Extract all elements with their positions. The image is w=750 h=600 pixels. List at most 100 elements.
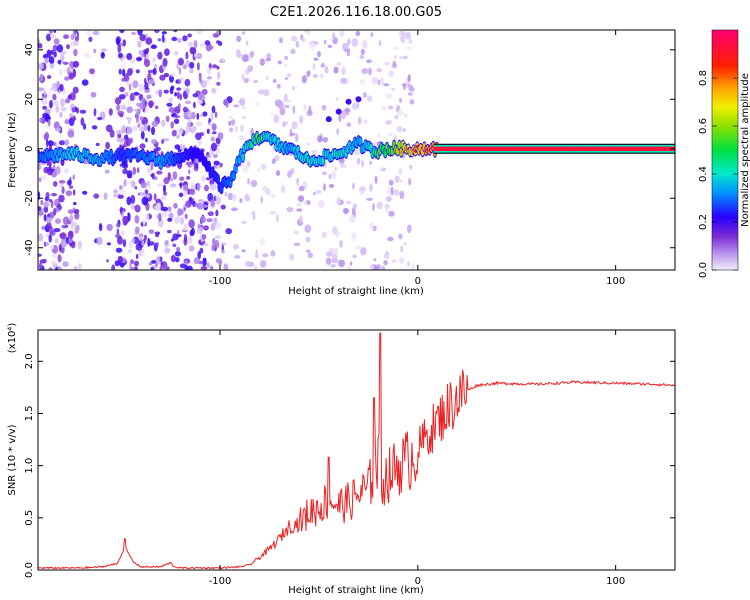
ridge-inner	[216, 174, 220, 184]
noise-blob	[41, 97, 48, 106]
noise-blob	[178, 67, 182, 75]
noise-blob	[127, 98, 131, 106]
noise-blob	[179, 183, 183, 187]
noise-blob	[331, 258, 339, 264]
noise-blob	[401, 35, 405, 44]
noise-blob	[58, 140, 66, 146]
noise-blob	[178, 192, 184, 198]
noise-blob	[121, 230, 125, 236]
noise-blob	[168, 212, 174, 219]
noise-blob	[185, 161, 192, 166]
noise-blob	[298, 185, 305, 192]
noise-blob	[247, 178, 251, 185]
noise-blob	[116, 37, 120, 46]
noise-blob	[347, 266, 352, 270]
noise-blob	[296, 178, 300, 182]
noise-blob	[69, 214, 74, 223]
noise-blob	[160, 211, 168, 218]
noise-blob	[136, 57, 142, 61]
noise-blob	[315, 189, 322, 194]
noise-blob	[189, 68, 194, 74]
noise-blob	[387, 132, 393, 136]
noise-blob	[318, 200, 325, 208]
noise-blob	[63, 168, 70, 174]
noise-blob	[179, 263, 186, 269]
noise-blob	[122, 68, 126, 77]
noise-blob	[126, 196, 132, 206]
noise-blob	[186, 236, 193, 244]
noise-blob	[253, 80, 259, 83]
noise-blob	[210, 183, 217, 191]
noise-blob	[58, 194, 65, 203]
noise-blob	[52, 93, 57, 101]
noise-blob	[238, 54, 244, 58]
noise-blob	[241, 220, 247, 224]
noise-blob	[156, 170, 163, 175]
noise-blob	[48, 30, 53, 34]
noise-blob	[146, 167, 152, 174]
noise-blob	[265, 75, 270, 81]
noise-blob	[281, 185, 286, 194]
noise-blob	[188, 41, 193, 49]
noise-blob	[396, 109, 404, 116]
noise-blob	[346, 49, 351, 57]
noise-blob	[305, 236, 311, 243]
noise-blob	[352, 182, 355, 190]
noise-blob	[377, 133, 381, 138]
noise-blob	[206, 67, 212, 75]
noise-blob	[189, 188, 196, 196]
noise-blob	[229, 115, 234, 120]
noise-blob	[136, 108, 141, 115]
noise-blob	[394, 175, 400, 184]
noise-blob	[174, 251, 181, 257]
noise-blob	[304, 224, 312, 233]
noise-blob	[233, 243, 239, 250]
noise-blob	[83, 123, 86, 130]
noise-blob	[175, 257, 180, 263]
noise-blob	[182, 190, 188, 198]
noise-blob	[135, 69, 140, 74]
spectral-ridge	[38, 130, 675, 195]
noise-blob	[204, 154, 212, 158]
noise-blob	[62, 261, 69, 267]
noise-blob	[372, 202, 375, 212]
noise-blob	[127, 173, 133, 179]
noise-blob	[339, 240, 344, 248]
noise-blob	[211, 87, 217, 94]
noise-blob	[400, 245, 403, 253]
noise-blob	[38, 87, 44, 92]
noise-blob	[380, 167, 387, 172]
noise-blob	[360, 247, 367, 256]
snr-ylabel: SNR (10 * v/v)	[7, 424, 18, 495]
noise-blob	[122, 168, 128, 175]
noise-blob	[154, 90, 160, 95]
noise-blob	[163, 191, 168, 196]
ridge-core	[399, 150, 403, 154]
noise-blob	[260, 163, 267, 170]
noise-blob	[409, 164, 413, 170]
noise-blob	[46, 49, 51, 58]
noise-blob	[64, 119, 70, 125]
noise-blob	[38, 262, 43, 270]
noise-blob	[201, 175, 206, 182]
noise-blob	[173, 115, 181, 119]
noise-blob	[38, 210, 44, 216]
noise-blob	[183, 64, 187, 70]
noise-blob	[147, 237, 151, 247]
noise-blob	[203, 243, 209, 247]
noise-blob	[250, 179, 258, 188]
noise-blob	[349, 261, 353, 266]
noise-blob	[176, 134, 180, 139]
noise-blob	[179, 93, 182, 101]
noise-blob	[122, 61, 126, 70]
noise-blob	[215, 258, 222, 264]
noise-blob	[187, 33, 193, 38]
noise-blob	[170, 121, 174, 129]
noise-blob	[193, 101, 196, 109]
noise-blob	[67, 94, 72, 100]
noise-blob	[183, 237, 188, 246]
spectrogram-noise	[38, 30, 415, 270]
noise-blob	[221, 249, 226, 254]
noise-blob	[55, 105, 60, 113]
noise-blob	[53, 38, 60, 45]
